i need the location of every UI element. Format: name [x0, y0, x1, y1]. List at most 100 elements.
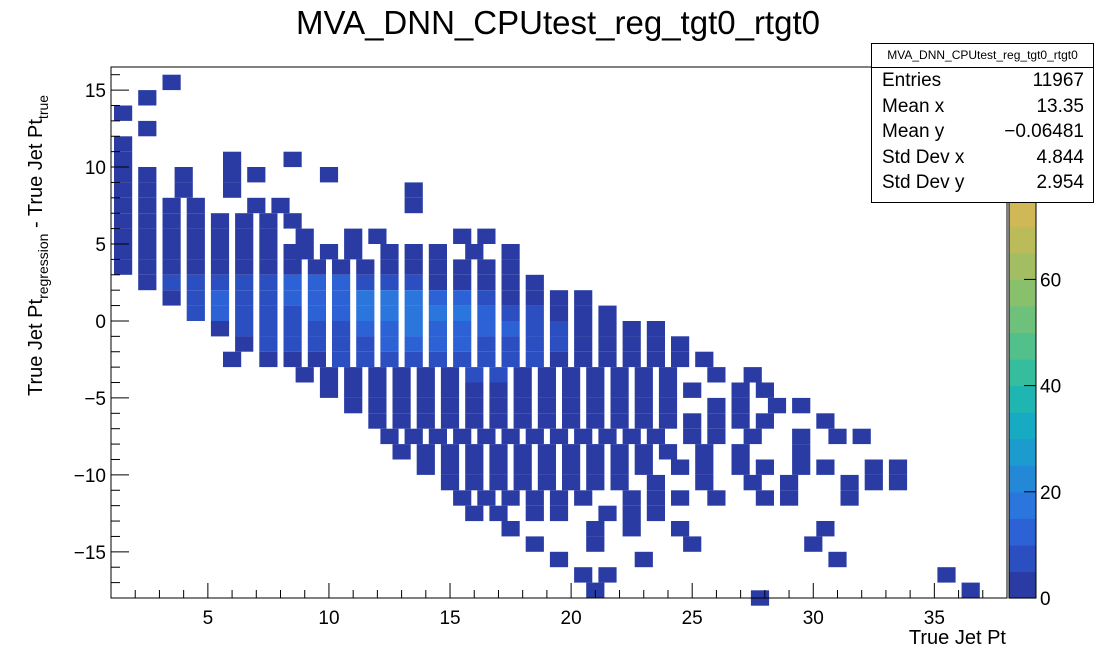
- heatmap-cell: [501, 428, 520, 445]
- stats-label: Entries: [882, 70, 942, 91]
- heatmap-cell: [223, 182, 242, 198]
- heatmap-cell: [574, 290, 593, 306]
- heatmap-cell: [646, 428, 665, 445]
- heatmap-cell: [598, 567, 617, 583]
- heatmap-cell: [453, 336, 472, 352]
- heatmap-cell: [465, 505, 484, 522]
- heatmap-cell: [465, 413, 484, 429]
- heatmap-cell: [562, 397, 581, 414]
- heatmap-cell: [114, 228, 133, 244]
- heatmap-cell: [731, 444, 750, 460]
- heatmap-cell: [937, 567, 956, 583]
- x-tick-label: 10: [318, 608, 339, 629]
- heatmap-cell: [586, 367, 605, 383]
- heatmap-cell: [477, 490, 496, 506]
- heatmap-cell: [368, 397, 387, 414]
- heatmap-cell: [755, 382, 774, 398]
- heatmap-cell: [610, 382, 629, 398]
- heatmap-cell: [307, 259, 326, 275]
- heatmap-cell: [707, 490, 726, 506]
- x-tick-label: 30: [803, 608, 824, 629]
- heatmap-cell: [755, 413, 774, 429]
- heatmap-cell: [138, 197, 157, 214]
- heatmap-cell: [283, 213, 302, 229]
- heatmap-cell: [501, 259, 520, 275]
- heatmap-cells: [114, 74, 980, 606]
- heatmap-cell: [477, 290, 496, 306]
- heatmap-cell: [707, 397, 726, 414]
- heatmap-cell: [598, 321, 617, 337]
- heatmap-cell: [586, 444, 605, 460]
- heatmap-cell: [574, 351, 593, 368]
- heatmap-cell: [622, 336, 641, 352]
- heatmap-cell: [186, 197, 205, 214]
- heatmap-cell: [453, 305, 472, 321]
- heatmap-cell: [683, 382, 702, 398]
- heatmap-cell: [440, 382, 460, 398]
- heatmap-cell: [816, 413, 835, 429]
- heatmap-cell: [186, 228, 205, 244]
- heatmap-cell: [114, 197, 133, 214]
- heatmap-cell: [804, 536, 823, 552]
- heatmap-cell: [671, 351, 690, 368]
- heatmap-cell: [295, 244, 314, 260]
- heatmap-cell: [695, 444, 714, 460]
- colorbar-swatch: [1009, 385, 1036, 413]
- stats-title: MVA_DNN_CPUtest_reg_tgt0_rtgt0: [872, 44, 1093, 68]
- heatmap-cell: [767, 397, 787, 414]
- heatmap-cell: [731, 459, 750, 475]
- y-tick-label: −10: [74, 466, 106, 487]
- heatmap-cell: [501, 274, 520, 291]
- heatmap-cell: [477, 274, 496, 291]
- heatmap-cell: [295, 367, 314, 383]
- heatmap-cell: [307, 305, 326, 321]
- heatmap-cell: [598, 351, 617, 368]
- heatmap-cell: [501, 351, 520, 368]
- heatmap-cell: [162, 197, 181, 214]
- heatmap-cell: [489, 382, 508, 398]
- heatmap-cell: [622, 351, 641, 368]
- heatmap-cell: [138, 167, 157, 183]
- y-axis-label: True Jet Ptregression - True Jet Pttrue: [25, 95, 51, 396]
- heatmap-cell: [598, 505, 617, 522]
- stats-row-entries: Entries 11967: [872, 68, 1093, 94]
- heatmap-cell: [683, 536, 702, 552]
- heatmap-cell: [743, 474, 762, 491]
- heatmap-cell: [380, 305, 399, 321]
- heatmap-cell: [114, 244, 133, 260]
- heatmap-cell: [428, 259, 447, 275]
- heatmap-cell: [356, 290, 375, 306]
- heatmap-cell: [695, 459, 714, 475]
- colorbar-tick-label: 0: [1040, 589, 1051, 610]
- heatmap-cell: [380, 351, 399, 368]
- stats-value: 11967: [1032, 70, 1084, 91]
- heatmap-cell: [634, 397, 653, 414]
- heatmap-cell: [332, 336, 351, 352]
- stats-row-mean-x: Mean x 13.35: [872, 94, 1093, 120]
- heatmap-cell: [283, 290, 302, 306]
- heatmap-cell: [658, 382, 678, 398]
- heatmap-cell: [792, 428, 811, 445]
- heatmap-cell: [622, 505, 641, 522]
- heatmap-cell: [283, 305, 302, 321]
- heatmap-cell: [513, 459, 532, 475]
- heatmap-cell: [477, 351, 496, 368]
- heatmap-cell: [319, 367, 339, 383]
- heatmap-cell: [465, 367, 484, 383]
- heatmap-cell: [440, 367, 460, 383]
- heatmap-cell: [489, 459, 508, 475]
- heatmap-cell: [489, 505, 508, 522]
- heatmap-cell: [380, 336, 399, 352]
- heatmap-cell: [404, 351, 423, 368]
- heatmap-cell: [416, 382, 435, 398]
- heatmap-cell: [235, 290, 254, 306]
- heatmap-cell: [380, 274, 399, 291]
- stats-row-stddev-x: Std Dev x 4.844: [872, 145, 1093, 171]
- heatmap-cell: [840, 474, 859, 491]
- heatmap-cell: [356, 321, 375, 337]
- heatmap-cell: [416, 367, 435, 383]
- heatmap-cell: [513, 413, 532, 429]
- heatmap-cell: [755, 459, 774, 475]
- heatmap-cell: [235, 228, 254, 244]
